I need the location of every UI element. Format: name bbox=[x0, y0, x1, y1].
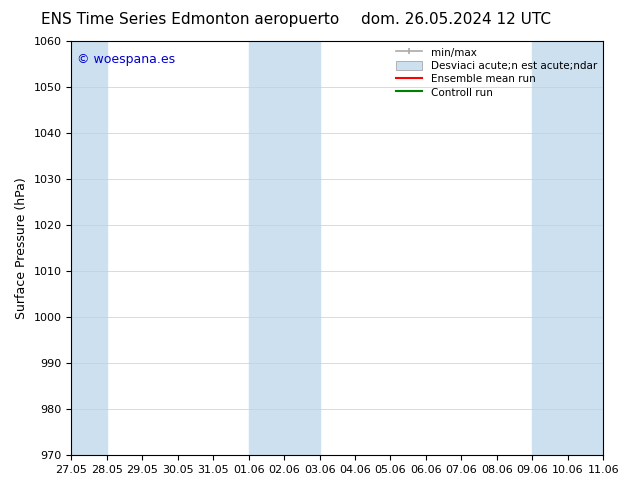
Text: © woespana.es: © woespana.es bbox=[77, 53, 175, 67]
Text: ENS Time Series Edmonton aeropuerto: ENS Time Series Edmonton aeropuerto bbox=[41, 12, 339, 27]
Bar bbox=[249, 41, 320, 455]
Bar bbox=[533, 41, 603, 455]
Bar bbox=[72, 41, 107, 455]
Text: dom. 26.05.2024 12 UTC: dom. 26.05.2024 12 UTC bbox=[361, 12, 552, 27]
Legend: min/max, Desviaci acute;n est acute;ndar, Ensemble mean run, Controll run: min/max, Desviaci acute;n est acute;ndar… bbox=[392, 43, 601, 102]
Y-axis label: Surface Pressure (hPa): Surface Pressure (hPa) bbox=[15, 177, 28, 319]
